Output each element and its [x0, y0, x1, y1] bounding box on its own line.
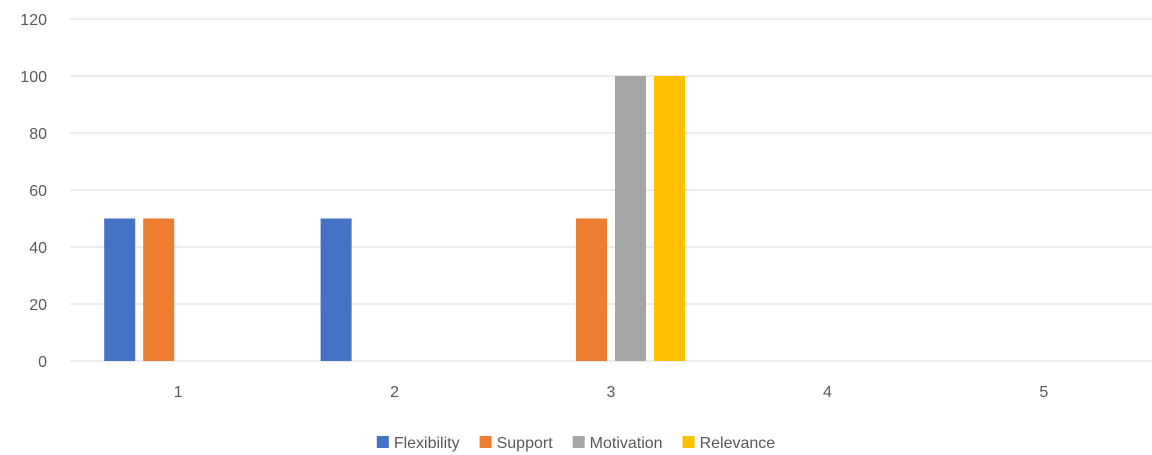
y-tick-label: 20	[29, 297, 47, 314]
y-tick-label: 0	[38, 354, 47, 371]
gridlines	[70, 18, 1152, 362]
legend-swatch-support	[479, 436, 492, 448]
bar-flexibility-1	[104, 218, 136, 361]
bar-support-3	[576, 218, 607, 361]
legend-swatch-relevance	[682, 436, 695, 448]
bar-motivation-3	[615, 76, 646, 361]
legend-swatch-flexibility	[376, 436, 389, 448]
legend-label-support: Support	[497, 435, 554, 452]
legend-label-relevance: Relevance	[700, 435, 776, 452]
bar-relevance-3	[654, 76, 685, 361]
y-axis-ticks: 0 20 40 60 80 100 120	[20, 12, 47, 371]
y-tick-label: 40	[29, 240, 47, 257]
legend: Flexibility Support Motivation Relevance	[376, 435, 776, 452]
bar-flexibility-2	[320, 218, 352, 361]
x-tick-label: 4	[823, 384, 832, 401]
legend-label-flexibility: Flexibility	[394, 435, 460, 452]
y-tick-label: 80	[29, 126, 47, 143]
y-tick-label: 120	[20, 12, 47, 29]
legend-label-motivation: Motivation	[590, 435, 663, 452]
x-tick-label: 2	[390, 384, 399, 401]
bar-support-1	[143, 218, 175, 361]
x-tick-label: 1	[174, 384, 183, 401]
legend-swatch-motivation	[572, 436, 585, 448]
bars	[104, 76, 685, 361]
x-tick-label: 5	[1039, 384, 1048, 401]
x-axis-ticks: 1 2 3 4 5	[174, 384, 1049, 401]
x-tick-label: 3	[607, 384, 616, 401]
y-tick-label: 60	[29, 183, 47, 200]
y-tick-label: 100	[20, 69, 47, 86]
